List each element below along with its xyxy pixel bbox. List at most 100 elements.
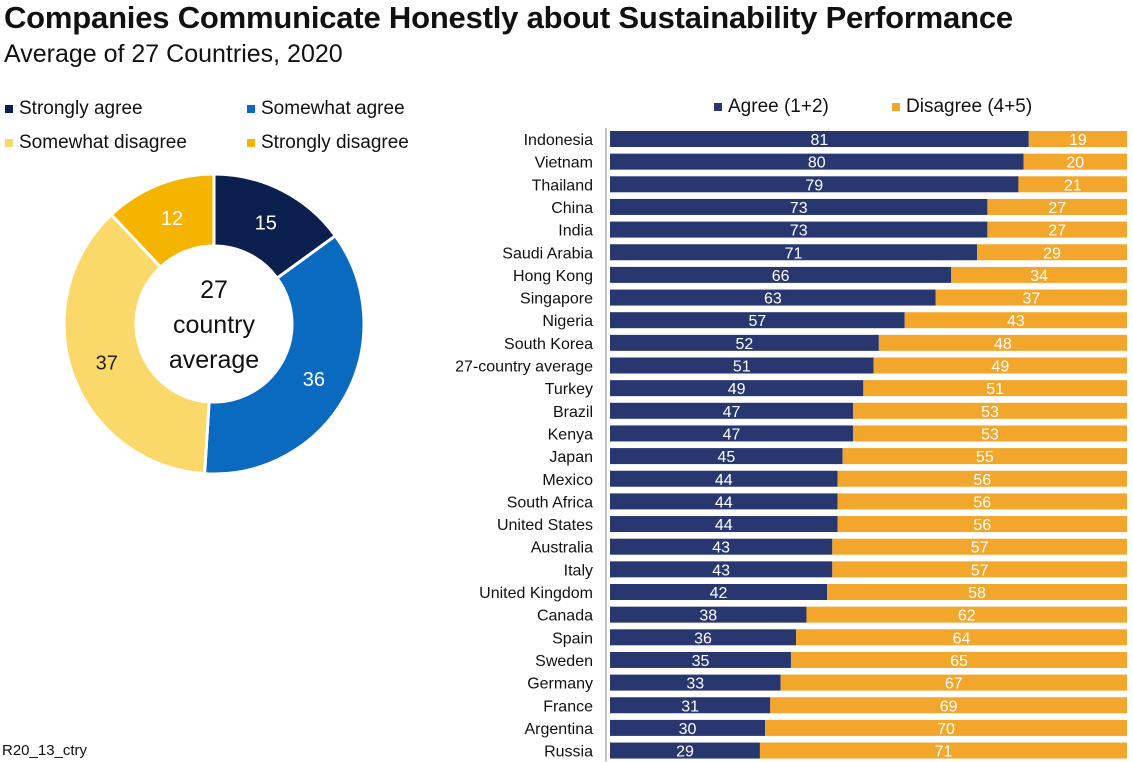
bar-agree-1-2-sweden	[610, 651, 791, 668]
legend-item-agree: Agree (1+2)	[714, 96, 829, 118]
category-label-france: France	[543, 698, 593, 715]
category-label-south-africa: South Africa	[507, 494, 593, 511]
bar-agree-1-2-canada	[610, 606, 807, 623]
bar-value-label-disagree-4-5-south-africa: 56	[973, 494, 991, 511]
bar-value-label-agree-1-2-united-states: 44	[715, 517, 733, 534]
donut-slice-strongly-disagree	[109, 172, 216, 270]
bar-value-label-disagree-4-5-germany: 67	[945, 676, 963, 693]
legend-swatch-somewhat-disagree	[5, 139, 13, 147]
donut-center-label-line-3: average	[169, 346, 259, 374]
bar-disagree-4-5-hong-kong	[951, 266, 1127, 283]
bar-disagree-4-5-canada	[806, 606, 1127, 623]
bar-agree-1-2-singapore	[610, 289, 936, 306]
bar-value-label-disagree-4-5-india: 27	[1048, 223, 1066, 240]
donut-value-label-strongly-disagree: 12	[161, 208, 183, 230]
bar-agree-1-2-south-korea	[610, 334, 879, 351]
bar-value-label-agree-1-2-nigeria: 57	[748, 313, 766, 330]
bar-disagree-4-5-india	[987, 221, 1127, 238]
category-label-united-kingdom: United Kingdom	[479, 585, 593, 602]
bar-value-label-agree-1-2-indonesia: 81	[810, 132, 828, 149]
bar-value-label-disagree-4-5-nigeria: 43	[1007, 313, 1025, 330]
category-label-russia: Russia	[544, 744, 593, 761]
bar-disagree-4-5-italy	[832, 561, 1127, 578]
bar-value-label-disagree-4-5-thailand: 21	[1064, 177, 1082, 194]
category-label-spain: Spain	[552, 630, 593, 647]
bar-disagree-4-5-27-country-average	[873, 357, 1127, 374]
bar-value-label-agree-1-2-saudi-arabia: 71	[785, 245, 803, 262]
category-label-saudi-arabia: Saudi Arabia	[502, 245, 593, 262]
legend-swatch-agree	[714, 103, 722, 111]
donut-slice-somewhat-agree	[202, 233, 366, 476]
bar-value-label-agree-1-2-thailand: 79	[805, 177, 823, 194]
legend-label-somewhat-disagree: Somewhat disagree	[19, 132, 187, 153]
legend-label-strongly-disagree: Strongly disagree	[261, 132, 409, 153]
bar-value-label-agree-1-2-russia: 29	[676, 744, 694, 761]
legend-swatch-strongly-disagree	[247, 139, 255, 147]
bar-agree-1-2-germany	[610, 674, 781, 691]
bar-value-label-disagree-4-5-saudi-arabia: 29	[1043, 245, 1061, 262]
footnote: R20_13_ctry	[2, 742, 88, 759]
category-label-thailand: Thailand	[532, 177, 593, 194]
bar-value-label-agree-1-2-india: 73	[790, 223, 808, 240]
bar-agree-1-2-south-africa	[610, 493, 838, 510]
category-label-nigeria: Nigeria	[542, 313, 593, 330]
bar-value-label-agree-1-2-kenya: 47	[723, 426, 741, 443]
legend-label-somewhat-agree: Somewhat agree	[261, 98, 405, 119]
bar-disagree-4-5-turkey	[863, 380, 1127, 397]
bar-agree-1-2-russia	[610, 742, 760, 759]
category-label-australia: Australia	[531, 540, 593, 557]
bar-disagree-4-5-germany	[780, 674, 1127, 691]
bar-value-label-agree-1-2-mexico: 44	[715, 472, 733, 489]
bar-value-label-disagree-4-5-kenya: 53	[981, 426, 999, 443]
bar-value-label-agree-1-2-china: 73	[790, 200, 808, 217]
bar-value-label-disagree-4-5-brazil: 53	[981, 404, 999, 421]
bar-value-label-disagree-4-5-united-states: 56	[973, 517, 991, 534]
legend-item-disagree: Disagree (4+5)	[892, 96, 1032, 118]
legend-item-somewhat-agree: Somewhat agree	[247, 98, 405, 120]
bar-value-label-agree-1-2-australia: 43	[712, 540, 730, 557]
bar-value-label-disagree-4-5-hong-kong: 34	[1030, 268, 1048, 285]
bar-value-label-disagree-4-5-indonesia: 19	[1069, 132, 1087, 149]
legend-swatch-strongly-agree	[5, 105, 13, 113]
category-label-hong-kong: Hong Kong	[513, 268, 593, 285]
category-label-sweden: Sweden	[535, 653, 593, 670]
category-label-italy: Italy	[564, 562, 593, 579]
bar-value-label-disagree-4-5-italy: 57	[971, 562, 989, 579]
category-label-27-country-average: 27-country average	[455, 359, 593, 376]
bar-agree-1-2-thailand	[610, 176, 1019, 193]
bar-value-label-agree-1-2-vietnam: 80	[808, 155, 826, 172]
bar-value-label-disagree-4-5-china: 27	[1048, 200, 1066, 217]
category-label-germany: Germany	[527, 676, 593, 693]
bar-value-label-agree-1-2-singapore: 63	[764, 291, 782, 308]
bar-value-label-agree-1-2-germany: 33	[686, 676, 704, 693]
category-label-south-korea: South Korea	[504, 336, 593, 353]
bar-agree-1-2-france	[610, 697, 771, 714]
bar-disagree-4-5-france	[770, 697, 1127, 714]
bar-disagree-4-5-spain	[796, 629, 1127, 646]
donut-center-label-line-2: country	[173, 311, 255, 339]
bar-disagree-4-5-russia	[759, 742, 1127, 759]
bar-value-label-agree-1-2-canada: 38	[699, 608, 717, 625]
category-label-kenya: Kenya	[548, 426, 593, 443]
bar-value-label-agree-1-2-turkey: 49	[728, 381, 746, 398]
category-label-united-states: United States	[497, 517, 593, 534]
bar-agree-1-2-indonesia	[610, 131, 1029, 147]
bar-agree-1-2-argentina	[610, 719, 766, 736]
bar-value-label-disagree-4-5-japan: 55	[976, 449, 994, 466]
bar-disagree-4-5-kenya	[852, 425, 1127, 442]
legend-label-strongly-agree: Strongly agree	[19, 98, 143, 119]
legend-swatch-disagree	[892, 103, 900, 111]
legend-swatch-somewhat-agree	[247, 105, 255, 113]
bar-agree-1-2-kenya	[610, 425, 853, 442]
chart-title: Companies Communicate Honestly about Sus…	[4, 0, 1013, 35]
bar-disagree-4-5-indonesia	[1028, 131, 1127, 147]
bar-value-label-agree-1-2-27-country-average: 51	[733, 359, 751, 376]
bar-value-label-disagree-4-5-turkey: 51	[986, 381, 1004, 398]
legend-item-strongly-agree: Strongly agree	[5, 98, 143, 120]
bar-agree-1-2-united-kingdom	[610, 584, 828, 600]
bar-disagree-4-5-south-korea	[878, 334, 1127, 351]
bar-value-label-disagree-4-5-spain: 64	[953, 630, 971, 647]
category-label-singapore: Singapore	[520, 291, 593, 308]
bar-disagree-4-5-argentina	[765, 719, 1127, 736]
